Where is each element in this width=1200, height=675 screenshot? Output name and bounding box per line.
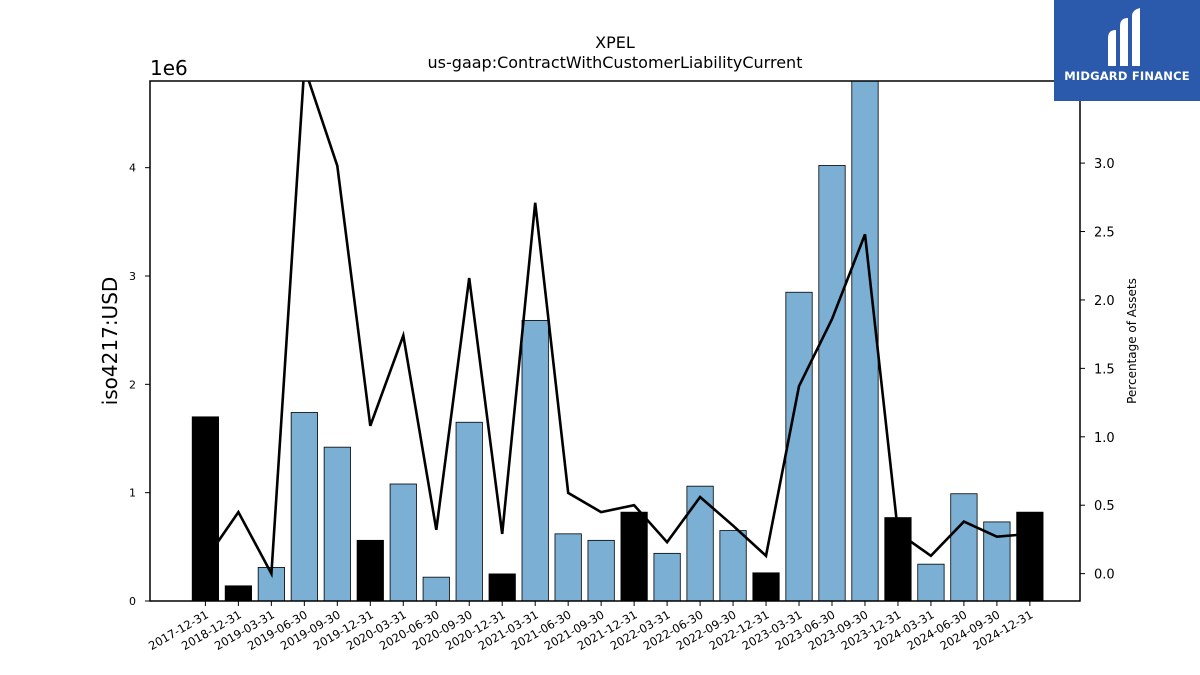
bar-2017-12-31 (191, 416, 219, 602)
bar-2020-12-31 (488, 573, 516, 602)
bar-2022-12-31 (752, 572, 780, 602)
chart-subtitle: us-gaap:ContractWithCustomerLiabilityCur… (428, 53, 803, 72)
y2-tick-label: 0.0 (1094, 568, 1115, 583)
y-tick-label: 2 (129, 378, 136, 391)
bar-2019-06-30 (290, 412, 318, 602)
bar-2020-03-31 (389, 483, 417, 602)
bar-2019-09-30 (323, 446, 351, 602)
y2-axis-ticks: 0.0 0.5 1.0 1.5 2.0 2.5 3.0 (1080, 157, 1115, 583)
y2-tick-label: 2.5 (1094, 226, 1115, 241)
y-tick-label: 1 (129, 487, 136, 500)
y2-tick-label: 2.0 (1094, 294, 1115, 309)
plot-frame (149, 80, 1081, 602)
bar-2023-03-31 (785, 291, 813, 602)
logo-text: MIDGARD FINANCE (1064, 69, 1190, 83)
bar-2021-03-31 (521, 320, 549, 602)
bar-2023-06-30 (818, 165, 846, 602)
y-axis-label: iso4217:USD (98, 277, 122, 406)
y-axis-ticks: 0 1 2 3 4 (129, 162, 150, 608)
bars-layer (191, 80, 1044, 602)
y2-tick-label: 3.0 (1094, 157, 1115, 172)
y2-tick-label: 0.5 (1094, 499, 1115, 514)
chart-title: XPEL (595, 33, 635, 52)
y-tick-label: 3 (129, 270, 136, 283)
line-layer (204, 81, 1031, 579)
bar-2018-12-31 (224, 585, 252, 602)
y-offset-label: 1e6 (150, 56, 188, 80)
y-tick-label: 4 (129, 162, 136, 175)
bar-2021-09-30 (587, 539, 615, 602)
y-tick-label: 0 (129, 595, 136, 608)
logo-mark-icon (1108, 8, 1140, 66)
bar-2022-03-31 (653, 552, 681, 602)
bar-2024-12-31 (1016, 511, 1044, 602)
y2-tick-label: 1.0 (1094, 431, 1115, 446)
bar-2019-12-31 (356, 539, 384, 602)
x-axis-ticks: 2017-12-312018-12-312019-03-312019-06-30… (146, 601, 1035, 653)
bar-2024-03-31 (917, 563, 945, 602)
bar-2021-12-31 (620, 511, 648, 602)
bar-2020-06-30 (422, 576, 450, 602)
percentage-of-assets-line (204, 81, 1031, 579)
bar-2020-09-30 (455, 421, 483, 602)
midgard-finance-logo: MIDGARD FINANCE (1054, 0, 1200, 101)
bar-2022-09-30 (719, 530, 747, 602)
bar-2021-06-30 (554, 533, 582, 602)
y2-tick-label: 1.5 (1094, 362, 1115, 377)
bar-2023-09-30 (851, 80, 879, 602)
bar-2024-06-30 (950, 493, 978, 602)
y2-axis-label: Percentage of Assets (1125, 278, 1139, 404)
